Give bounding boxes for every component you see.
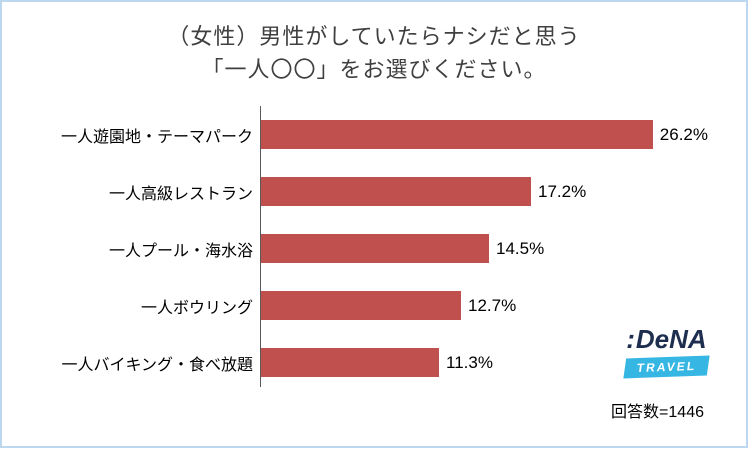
bar-row: 一人プール・海水浴 14.5%	[109, 234, 708, 263]
dena-travel-logo: :DeNA TRAVEL	[623, 324, 710, 379]
value-label: 14.5%	[496, 238, 545, 258]
dena-logo-text: :DeNA	[625, 324, 708, 355]
bar-row: 一人ボウリング 12.7%	[141, 291, 708, 320]
category-label: 一人ボウリング	[140, 299, 253, 317]
bar-row: 一人バイキング・食べ放題 11.3%	[61, 348, 708, 377]
bar	[261, 348, 439, 377]
bar	[261, 291, 461, 320]
category-label: 一人プール・海水浴	[108, 242, 253, 260]
chart-title-line2: 「一人〇〇」をお選びください。	[201, 57, 547, 82]
value-label: 12.7%	[468, 295, 517, 315]
dena-logo-name: DeNA	[635, 324, 707, 354]
bar	[261, 234, 489, 263]
bar-row: 一人遊園地・テーマパーク 26.2%	[61, 120, 708, 149]
category-label: 一人遊園地・テーマパーク	[60, 128, 253, 146]
category-label: 一人高級レストラン	[108, 185, 253, 203]
respondents-note: 回答数=1446	[611, 404, 704, 421]
bar	[261, 120, 653, 149]
travel-badge: TRAVEL	[623, 355, 710, 379]
category-label: 一人バイキング・食べ放題	[61, 356, 253, 374]
chart-title-line1: （女性）男性がしていたらナシだと思う	[167, 24, 581, 49]
bar-row: 一人高級レストラン 17.2%	[109, 177, 708, 206]
value-label: 26.2%	[659, 124, 708, 144]
dena-logo-mark-icon: :	[626, 324, 635, 354]
bar-rows: 一人遊園地・テーマパーク 26.2% 一人高級レストラン 17.2% 一人プール・海水浴…	[61, 106, 708, 387]
chart-title: （女性）男性がしていたらナシだと思う 「一人〇〇」をお選びください。	[2, 20, 746, 86]
value-label: 17.2%	[538, 181, 587, 201]
bar-chart: 一人遊園地・テーマパーク 26.2% 一人高級レストラン 17.2% 一人プール・海水浴…	[8, 106, 708, 387]
bar	[261, 177, 531, 206]
value-label: 11.3%	[446, 352, 493, 372]
